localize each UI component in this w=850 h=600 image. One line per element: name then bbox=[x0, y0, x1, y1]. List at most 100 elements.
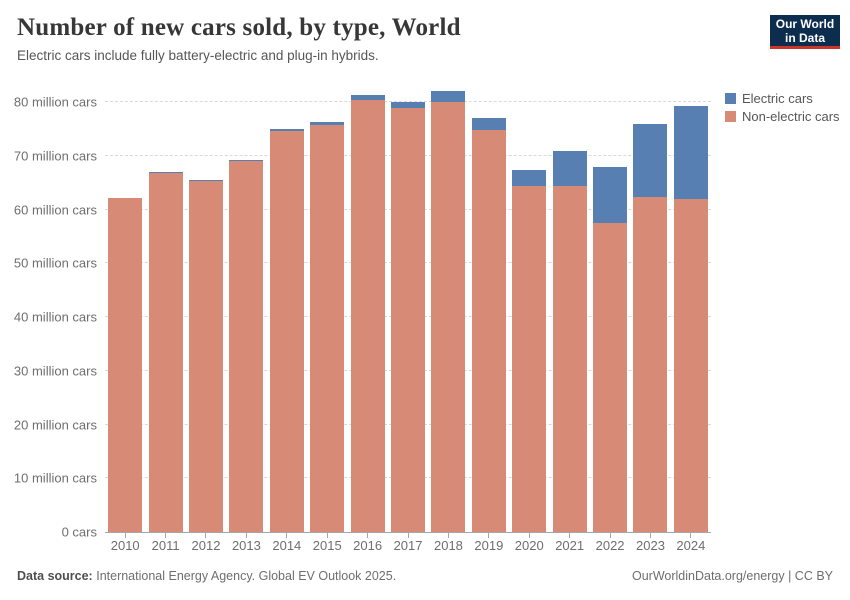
bar-segment-electric-cars-2013[interactable] bbox=[229, 160, 264, 162]
bar-segment-non-electric-cars-2024[interactable] bbox=[673, 198, 708, 532]
owid-logo-line2: in Data bbox=[784, 31, 825, 45]
legend-item-non-electric-cars[interactable]: Non-electric cars bbox=[725, 110, 840, 123]
bar-stack-2022 bbox=[593, 167, 628, 532]
bar-segment-non-electric-cars-2015[interactable] bbox=[310, 124, 345, 532]
bar-2014[interactable] bbox=[267, 86, 307, 532]
bar-segment-non-electric-cars-2017[interactable] bbox=[391, 108, 426, 532]
data-source-label: Data source: bbox=[17, 569, 93, 583]
bar-stack-2015 bbox=[310, 121, 345, 532]
bar-segment-non-electric-cars-2012[interactable] bbox=[189, 180, 224, 532]
bar-2018[interactable] bbox=[428, 86, 468, 532]
y-tick-label-40: 40 million cars bbox=[13, 309, 97, 325]
bar-segment-non-electric-cars-2014[interactable] bbox=[269, 130, 304, 532]
bar-segment-electric-cars-2020[interactable] bbox=[512, 170, 547, 186]
x-tick-label-2015: 2015 bbox=[312, 538, 342, 553]
x-tick-2015 bbox=[326, 533, 328, 538]
bar-segment-non-electric-cars-2022[interactable] bbox=[593, 222, 628, 532]
bar-stack-2019 bbox=[471, 118, 506, 532]
bar-2021[interactable] bbox=[549, 86, 589, 532]
bar-stack-2010 bbox=[108, 198, 143, 532]
y-tick-label-30: 30 million cars bbox=[13, 363, 97, 379]
bar-segment-electric-cars-2016[interactable] bbox=[350, 95, 385, 100]
bar-segment-electric-cars-2022[interactable] bbox=[593, 167, 628, 223]
x-tick-2017 bbox=[407, 533, 409, 538]
x-tick-label-2014: 2014 bbox=[272, 538, 302, 553]
bar-segment-non-electric-cars-2010[interactable] bbox=[108, 198, 143, 532]
bar-segment-electric-cars-2019[interactable] bbox=[471, 118, 506, 131]
data-source: Data source: International Energy Agency… bbox=[17, 569, 396, 583]
bar-segment-non-electric-cars-2023[interactable] bbox=[633, 197, 668, 532]
bar-segment-electric-cars-2012[interactable] bbox=[189, 179, 224, 181]
bar-segment-non-electric-cars-2018[interactable] bbox=[431, 102, 466, 532]
legend-label-non-electric-cars: Non-electric cars bbox=[742, 109, 840, 124]
x-tick-2018 bbox=[447, 533, 449, 538]
bar-2010[interactable] bbox=[105, 86, 145, 532]
bar-2020[interactable] bbox=[509, 86, 549, 532]
owid-url-link[interactable]: OurWorldinData.org/energy | CC BY bbox=[631, 569, 833, 583]
bar-segment-non-electric-cars-2011[interactable] bbox=[148, 172, 183, 532]
bar-stack-2020 bbox=[512, 170, 547, 532]
x-tick-label-2010: 2010 bbox=[110, 538, 140, 553]
chart-legend: Electric cars Non-electric cars bbox=[725, 92, 840, 128]
y-tick-label-60: 60 million cars bbox=[13, 202, 97, 218]
bar-segment-electric-cars-2014[interactable] bbox=[269, 128, 304, 131]
x-tick-label-2016: 2016 bbox=[353, 538, 383, 553]
bar-segment-electric-cars-2024[interactable] bbox=[673, 105, 708, 199]
bar-2015[interactable] bbox=[307, 86, 347, 532]
chart-subtitle: Electric cars include fully battery-elec… bbox=[17, 48, 379, 63]
bar-segment-electric-cars-2023[interactable] bbox=[633, 124, 668, 198]
bar-segment-non-electric-cars-2016[interactable] bbox=[350, 99, 385, 532]
page-title: Number of new cars sold, by type, World bbox=[17, 14, 461, 41]
bar-stack-2018 bbox=[431, 91, 466, 532]
y-tick-label-0: 0 cars bbox=[61, 524, 97, 540]
legend-swatch-non-electric-cars bbox=[725, 111, 736, 122]
bar-stack-2012 bbox=[189, 179, 224, 532]
bar-2019[interactable] bbox=[469, 86, 509, 532]
bar-segment-electric-cars-2015[interactable] bbox=[310, 121, 345, 125]
y-tick-label-50: 50 million cars bbox=[13, 255, 97, 271]
bar-segment-electric-cars-2021[interactable] bbox=[552, 151, 587, 187]
x-tick-label-2011: 2011 bbox=[151, 538, 180, 553]
chart-footer: Data source: International Energy Agency… bbox=[17, 569, 833, 583]
bar-2013[interactable] bbox=[226, 86, 266, 532]
data-source-text: International Energy Agency. Global EV O… bbox=[96, 569, 397, 583]
x-tick-label-2018: 2018 bbox=[433, 538, 463, 553]
bar-segment-non-electric-cars-2021[interactable] bbox=[552, 186, 587, 532]
bar-2011[interactable] bbox=[145, 86, 185, 532]
x-tick-2020 bbox=[528, 533, 530, 538]
y-tick-label-10: 10 million cars bbox=[13, 470, 97, 486]
x-tick-label-2024: 2024 bbox=[676, 538, 706, 553]
bar-segment-non-electric-cars-2013[interactable] bbox=[229, 161, 264, 532]
bar-stack-2017 bbox=[391, 101, 426, 532]
legend-item-electric-cars[interactable]: Electric cars bbox=[725, 92, 840, 105]
owid-logo[interactable]: Our World in Data bbox=[770, 15, 840, 49]
y-tick-label-70: 70 million cars bbox=[13, 148, 97, 164]
bar-2023[interactable] bbox=[630, 86, 670, 532]
x-tick-label-2020: 2020 bbox=[514, 538, 544, 553]
bar-stack-2023 bbox=[633, 124, 668, 532]
bars-container bbox=[105, 86, 711, 532]
bar-2017[interactable] bbox=[388, 86, 428, 532]
bar-stack-2024 bbox=[673, 105, 708, 532]
x-tick-label-2023: 2023 bbox=[636, 538, 665, 553]
y-tick-label-80: 80 million cars bbox=[13, 94, 97, 110]
bar-2024[interactable] bbox=[671, 86, 711, 532]
y-tick-label-20: 20 million cars bbox=[13, 417, 97, 433]
x-tick-2014 bbox=[286, 533, 288, 538]
bar-segment-electric-cars-2018[interactable] bbox=[431, 91, 466, 103]
x-tick-2011 bbox=[165, 533, 167, 538]
x-tick-label-2019: 2019 bbox=[474, 538, 504, 553]
x-tick-2016 bbox=[367, 533, 369, 538]
bar-2016[interactable] bbox=[347, 86, 387, 532]
x-tick-2019 bbox=[488, 533, 490, 538]
bar-2022[interactable] bbox=[590, 86, 630, 532]
bar-stack-2016 bbox=[350, 95, 385, 532]
x-tick-label-2013: 2013 bbox=[231, 538, 261, 553]
bar-segment-non-electric-cars-2019[interactable] bbox=[471, 130, 506, 532]
bar-stack-2011 bbox=[148, 172, 183, 532]
bar-segment-non-electric-cars-2020[interactable] bbox=[512, 185, 547, 532]
bar-2012[interactable] bbox=[186, 86, 226, 532]
bar-stack-2021 bbox=[552, 151, 587, 532]
bar-segment-electric-cars-2017[interactable] bbox=[391, 101, 426, 109]
